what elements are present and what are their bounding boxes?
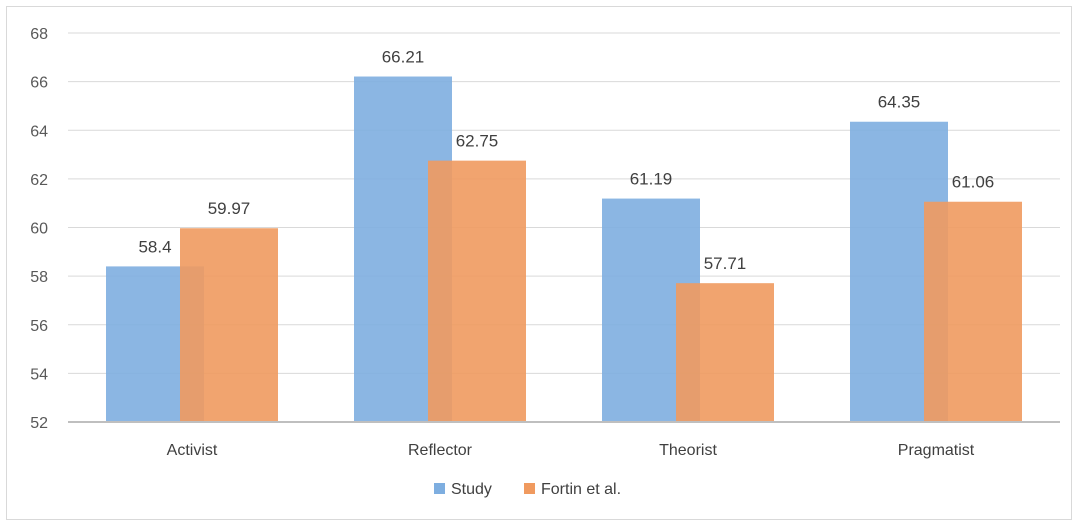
bar-fortin-et-al-activist [180, 228, 278, 422]
bars [106, 76, 1022, 422]
y-tick-label: 54 [30, 366, 48, 383]
y-tick-label: 64 [30, 123, 48, 140]
legend-swatch [434, 483, 445, 494]
legend-swatch [524, 483, 535, 494]
category-label: Theorist [659, 442, 717, 459]
y-tick-label: 58 [30, 269, 48, 286]
y-tick-label: 62 [30, 172, 48, 189]
legend-label: Study [451, 481, 492, 498]
data-label: 58.4 [138, 237, 171, 256]
legend-label: Fortin et al. [541, 481, 621, 498]
legend: Study Fortin et al. [434, 481, 621, 498]
data-label: 57.71 [704, 254, 747, 273]
y-tick-label: 68 [30, 26, 48, 43]
y-tick-label: 60 [30, 221, 48, 238]
bar-fortin-et-al-theorist [676, 283, 774, 422]
y-tick-label: 52 [30, 415, 48, 432]
y-tick-label: 66 [30, 75, 48, 92]
y-tick-label: 56 [30, 318, 48, 335]
data-label: 66.21 [382, 48, 425, 67]
bar-fortin-et-al-reflector [428, 160, 526, 422]
category-label: Reflector [408, 442, 473, 459]
data-label: 59.97 [208, 199, 251, 218]
category-label: Activist [167, 442, 218, 459]
data-label: 61.19 [630, 170, 673, 189]
data-labels: 58.4 59.97 66.21 62.75 61.19 57.71 64.35 61.06 [138, 48, 994, 274]
data-label: 61.06 [952, 173, 995, 192]
data-label: 64.35 [878, 93, 921, 112]
data-label: 62.75 [456, 132, 499, 151]
y-axis-ticks: 52 54 56 58 60 62 64 66 68 [30, 26, 48, 432]
category-labels: Activist Reflector Theorist Pragmatist [167, 442, 975, 459]
bar-fortin-et-al-pragmatist [924, 201, 1022, 422]
category-label: Pragmatist [898, 442, 975, 459]
